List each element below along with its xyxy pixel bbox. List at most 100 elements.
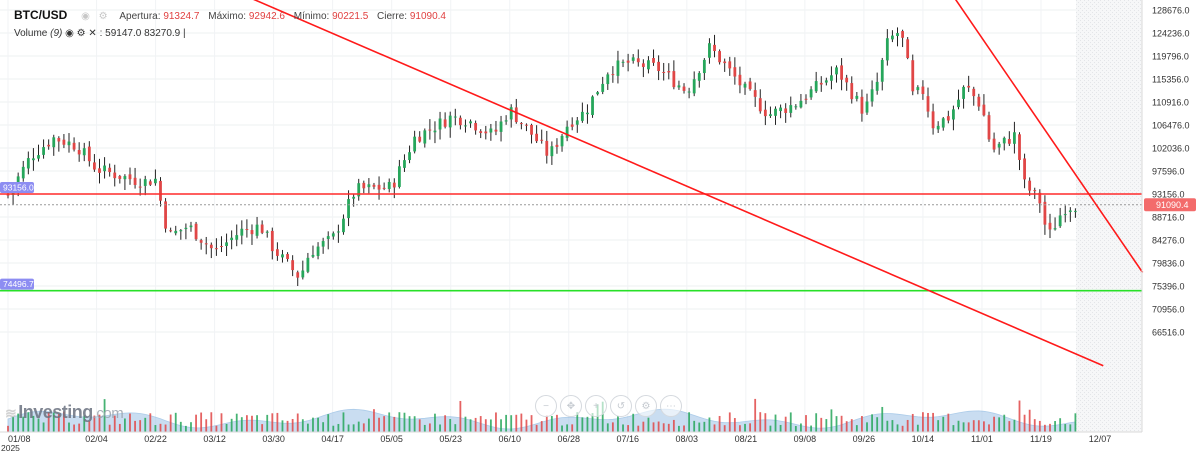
candle-body (342, 218, 345, 233)
candle-body (662, 71, 666, 73)
zoom-in-icon[interactable]: + (585, 395, 607, 417)
volume-bar (22, 416, 25, 432)
x-tick-label: 03/12 (203, 434, 226, 444)
y-tick-label: 79836.0 (1152, 259, 1185, 269)
reset-icon[interactable]: ↺ (610, 395, 632, 417)
candle-body (93, 162, 96, 170)
volume-bar (698, 422, 701, 432)
candle-body (489, 128, 493, 133)
volume-bar (195, 414, 197, 432)
volume-bar (576, 412, 579, 432)
volume-bar (744, 423, 746, 432)
candle-body (123, 176, 127, 180)
volume-bar (469, 419, 472, 432)
candle-body (464, 125, 467, 127)
current-price-label: 91090.4 (1156, 200, 1189, 210)
open-label: Apertura: (119, 11, 161, 22)
volume-bar (718, 415, 721, 432)
volume-layer (7, 398, 1077, 433)
volume-bar (683, 425, 685, 432)
volume-bar (256, 415, 258, 432)
volume-bar (876, 417, 879, 432)
volume-bar (286, 420, 289, 432)
zoom-out-icon[interactable]: − (535, 395, 557, 417)
candle-body (214, 248, 218, 250)
candle-body (1023, 158, 1026, 180)
volume-bar (489, 419, 492, 432)
settings-icon[interactable]: ⚙ (76, 28, 86, 39)
volume-bar (952, 425, 955, 432)
candle-body (448, 115, 452, 128)
volume-bar (200, 412, 203, 432)
volume-bar (642, 421, 645, 432)
candle-body (220, 246, 223, 248)
candle-body (936, 125, 940, 130)
volume-bar (398, 412, 401, 432)
settings-icon[interactable]: ⚙ (635, 395, 657, 417)
candle-body (204, 243, 208, 245)
candle-body (77, 149, 81, 155)
candle-body (987, 115, 991, 140)
volume-bar (1008, 421, 1011, 432)
volume-bar (505, 414, 508, 432)
close-icon[interactable]: ✕ (88, 28, 97, 39)
candle-body (641, 63, 645, 67)
volume-bar (124, 418, 126, 432)
move-icon[interactable]: ✥ (560, 395, 582, 417)
candle-body (98, 168, 101, 173)
volume-bar (835, 416, 838, 432)
volume-bar (1023, 414, 1026, 432)
volume-bar (495, 412, 497, 432)
candle-body (453, 116, 457, 118)
candle-body (184, 227, 188, 230)
candle-body (286, 254, 289, 260)
candle-body (702, 59, 706, 74)
candle-body (138, 186, 142, 188)
grid-layer (0, 0, 1142, 432)
settings-icon[interactable]: ⚙ (98, 11, 108, 22)
volume-bar (759, 412, 762, 432)
volume-bar (942, 416, 945, 432)
candle-body (362, 182, 366, 189)
candle-body (682, 86, 686, 91)
volume-bar (1064, 424, 1067, 432)
volume-bar (535, 424, 538, 432)
candle-body (555, 144, 559, 147)
candle-body (265, 231, 269, 233)
candle-body (47, 144, 51, 147)
candle-body (830, 75, 833, 81)
candle-body (230, 237, 234, 241)
candle-body (1033, 190, 1037, 192)
volume-header: Volume (9) ◉ ⚙ ✕ : 59147.0 83270.9 | (14, 28, 186, 39)
volume-bar (245, 415, 248, 432)
candle-body (957, 99, 960, 108)
candle-body (67, 141, 71, 146)
candle-body (967, 85, 971, 88)
more-icon[interactable]: ⋯ (660, 395, 682, 417)
eye-icon[interactable]: ◉ (81, 11, 90, 22)
volume-bar (434, 413, 436, 432)
volume-bar (190, 422, 192, 432)
volume-bar (52, 412, 55, 432)
candle-body (26, 158, 30, 169)
y-tick-label: 115356.0 (1152, 75, 1189, 85)
symbol-label[interactable]: BTC/USD (14, 8, 68, 22)
candle-body (530, 124, 533, 135)
volume-bar (42, 422, 45, 432)
candle-body (748, 81, 752, 90)
y-tick-label: 84276.0 (1152, 236, 1185, 246)
channel-line[interactable] (884, 0, 1144, 273)
volume-bar (261, 424, 264, 432)
level-tag (0, 182, 34, 193)
channel-line[interactable] (0, 0, 1104, 367)
candle-body (972, 88, 976, 97)
volume-bar (78, 423, 81, 432)
eye-icon[interactable]: ◉ (65, 28, 74, 39)
candle-body (1063, 214, 1067, 216)
volume-bar (708, 417, 711, 432)
candle-body (1002, 137, 1006, 144)
volume-label[interactable]: Volume (14, 28, 48, 39)
candle-body (331, 233, 335, 237)
volume-bar (185, 425, 187, 432)
